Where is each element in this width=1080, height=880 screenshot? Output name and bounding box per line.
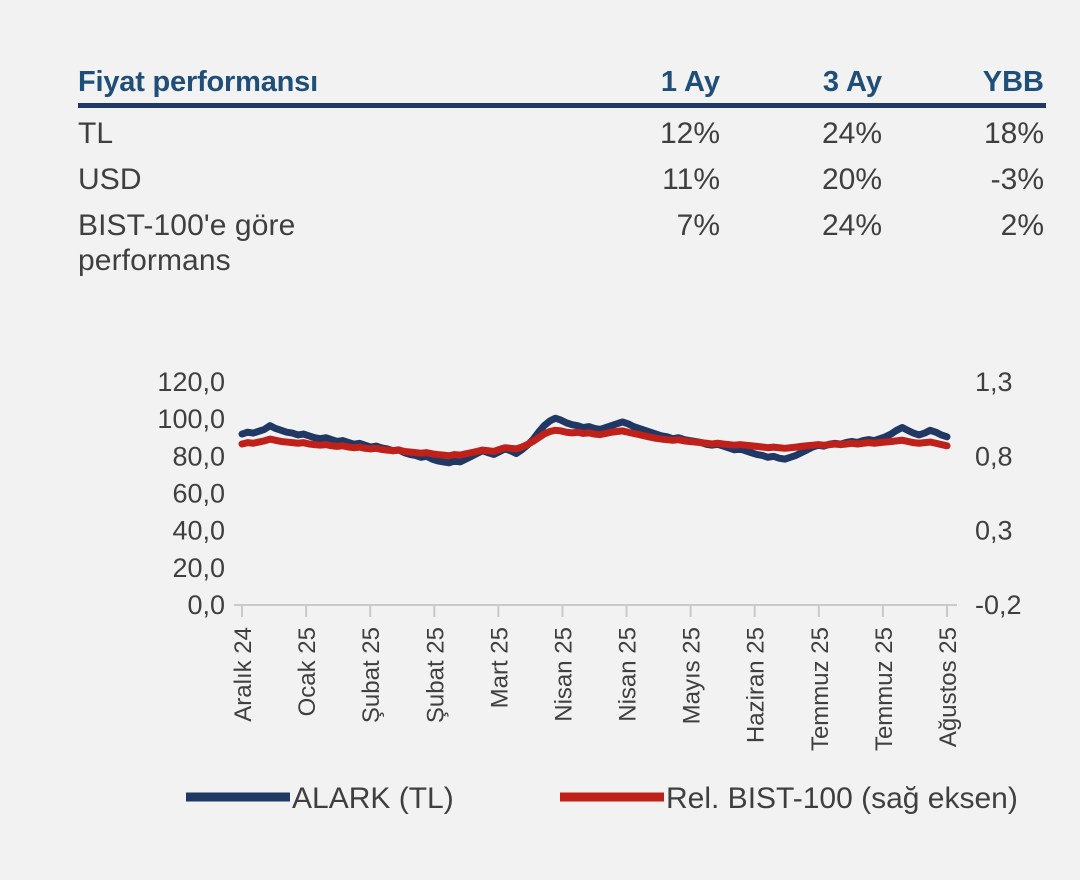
- chart-svg: 120,0 100,0 80,0 60,0 40,0 20,0 0,0 1,3 0,8 0,3 -…: [157, 367, 1022, 815]
- column-header-3ay: 3 Ay: [822, 66, 882, 98]
- row-label-relative-line1: BIST-100'e göre: [78, 208, 296, 242]
- y-left-tick: 80,0: [172, 441, 225, 471]
- y-right-tick: 0,8: [975, 441, 1013, 471]
- cell-relative-ybb: 2%: [1000, 208, 1044, 242]
- x-axis-tick-label: Temmuz 25: [871, 627, 898, 751]
- price-performance-table: Fiyat performansı 1 Ay 3 Ay YBB TL 12% 2…: [78, 64, 1046, 287]
- table-row: TL 12% 24% 18%: [78, 114, 1046, 153]
- row-label-tl: TL: [78, 116, 114, 150]
- cell-relative-3ay: 24%: [821, 208, 882, 242]
- table-title: Fiyat performansı: [78, 66, 318, 98]
- y-right-tick: 0,3: [975, 516, 1013, 546]
- row-label-relative-line2: performans: [78, 243, 231, 277]
- cell-usd-ybb: -3%: [990, 162, 1044, 196]
- x-axis-labels: Aralık 24 Ocak 25 Şubat 25 Şubat 25 Mart 25 N…: [230, 627, 962, 751]
- y-left-tick: 20,0: [172, 553, 225, 583]
- x-axis-tick-label: Şubat 25: [422, 627, 449, 723]
- cell-tl-1ay: 12%: [659, 116, 720, 150]
- x-axis-tick-label: Nisan 25: [550, 627, 577, 722]
- table-row: USD 11% 20% -3%: [78, 160, 1046, 199]
- y-left-tick: 120,0: [157, 367, 225, 397]
- x-axis-tick-label: Nisan 25: [615, 627, 642, 722]
- y-left-tick: 100,0: [157, 404, 225, 434]
- chart-legend: ALARK (TL) Rel. BIST-100 (sağ eksen): [186, 782, 1018, 815]
- x-axis-tick-label: Haziran 25: [743, 627, 770, 743]
- series-line: [238, 426, 951, 460]
- column-header-1ay: 1 Ay: [660, 66, 720, 98]
- row-label-relative: BIST-100'e göre performans: [78, 206, 558, 280]
- cell-tl-ybb: 18%: [983, 116, 1044, 150]
- y-axis-left-labels: 120,0 100,0 80,0 60,0 40,0 20,0 0,0: [157, 367, 225, 620]
- legend-label: Rel. BIST-100 (sağ eksen): [666, 782, 1018, 815]
- y-left-tick: 60,0: [172, 479, 225, 509]
- x-axis-tick-label: Aralık 24: [230, 627, 257, 722]
- legend-label: ALARK (TL): [292, 782, 454, 815]
- x-axis-tick-label: Temmuz 25: [807, 627, 834, 751]
- x-axis-tick-label: Ağustos 25: [935, 627, 962, 747]
- cell-tl-3ay: 24%: [821, 116, 882, 150]
- cell-usd-1ay: 11%: [662, 162, 720, 196]
- series-line: [238, 414, 951, 467]
- table-body: TL 12% 24% 18% USD 11% 20% -3% BIST-100'…: [78, 114, 1046, 280]
- chart-series: [238, 414, 951, 467]
- cell-relative-1ay: 7%: [676, 208, 720, 242]
- y-right-tick: 1,3: [975, 367, 1013, 397]
- y-right-tick: -0,2: [975, 590, 1022, 620]
- column-header-ybb: YBB: [982, 66, 1044, 98]
- cell-usd-3ay: 20%: [821, 162, 882, 196]
- x-axis-tick-label: Ocak 25: [294, 627, 321, 716]
- x-axis-tick-label: Mart 25: [486, 627, 513, 708]
- table-row: BIST-100'e göre performans 7% 24% 2%: [78, 206, 1046, 280]
- price-chart: 120,0 100,0 80,0 60,0 40,0 20,0 0,0 1,3 0,8 0,3 -…: [0, 360, 1080, 830]
- table-header-row: Fiyat performansı 1 Ay 3 Ay YBB: [78, 64, 1046, 108]
- x-axis-tick-label: Mayıs 25: [679, 627, 706, 724]
- x-axis-tick-label: Şubat 25: [358, 627, 385, 723]
- y-axis-right-labels: 1,3 0,8 0,3 -0,2: [975, 367, 1022, 620]
- y-left-tick: 40,0: [172, 516, 225, 546]
- row-label-usd: USD: [78, 162, 142, 196]
- x-axis: [234, 604, 957, 617]
- y-left-tick: 0,0: [187, 590, 225, 620]
